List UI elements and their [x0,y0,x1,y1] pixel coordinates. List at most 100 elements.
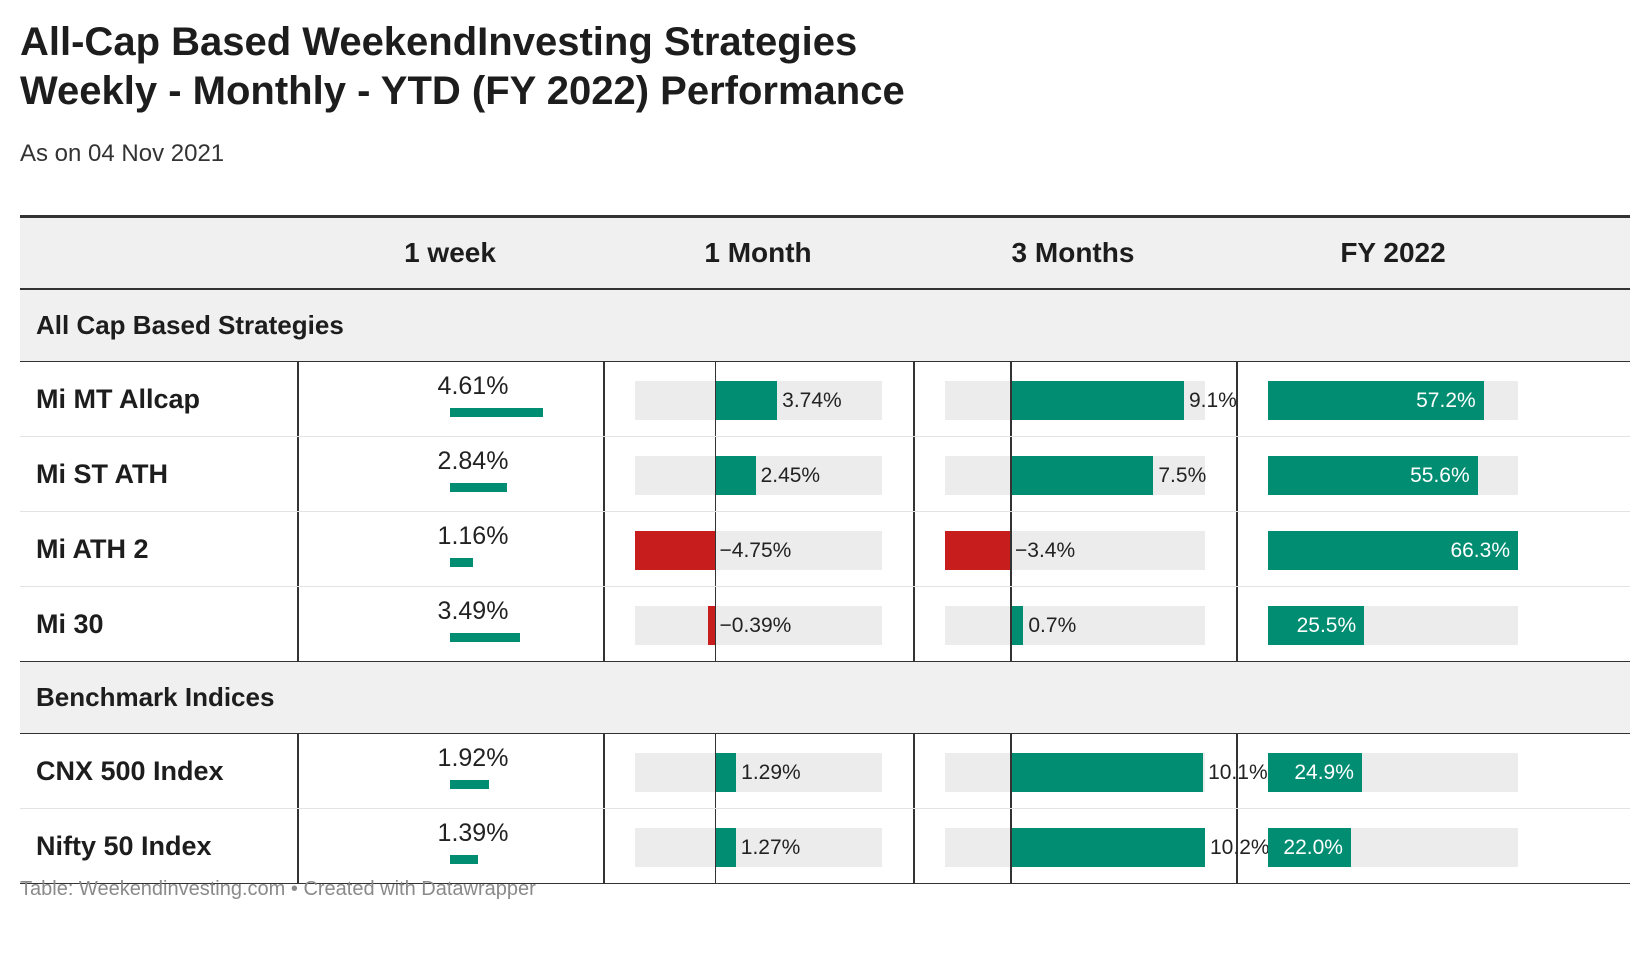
week-value: 1.16% [437,522,509,550]
month-zero-line [714,437,717,511]
row-name: CNX 500 Index [36,756,224,786]
fy-value: 24.9% [1294,761,1354,784]
month-track [635,456,882,495]
month-track [635,606,882,645]
fy-value: 22.0% [1283,836,1343,859]
fy-bar [1268,606,1365,645]
column-divider [297,734,299,808]
three-months-value: 10.2% [1210,836,1270,859]
fy-value: 57.2% [1416,389,1476,412]
column-header-1-month: 1 Month [704,237,812,268]
column-divider [297,362,299,436]
three-months-bar [1010,828,1205,867]
row-name: Mi 30 [36,609,104,639]
column-divider [603,734,605,808]
three-months-zero-line [1010,587,1012,661]
row-name: Mi ATH 2 [36,534,149,564]
table-row: CNX 500 Index 1.92% 1.29% 10.1% 24.9% [20,734,1630,809]
month-bar [714,381,778,420]
column-divider [1236,587,1238,661]
column-header-3-months: 3 Months [1011,237,1135,268]
month-zero-line [714,734,717,808]
month-zero-line [714,512,717,586]
month-bar [714,753,737,792]
table-row: Mi ST ATH 2.84% 2.45% 7.5% 55.6% [20,437,1630,512]
column-divider [297,587,299,661]
subtitle: As on 04 Nov 2021 [20,140,225,167]
three-months-zero-line [1010,809,1012,883]
fy-value: 66.3% [1450,539,1510,562]
month-bar [714,456,756,495]
month-track [635,753,882,792]
table-row: Nifty 50 Index 1.39% 1.27% 10.2% 22.0% [20,809,1630,884]
three-months-track [945,606,1205,645]
week-bar [450,558,474,567]
column-divider [1236,362,1238,436]
column-divider [603,362,605,436]
column-header-fy-2022: FY 2022 [1340,237,1446,268]
month-bar [714,828,736,867]
column-divider [913,512,915,586]
column-divider [1236,512,1238,586]
three-months-bar [1010,381,1184,420]
week-bar [450,633,521,642]
column-divider [1236,437,1238,511]
three-months-value: 0.7% [1028,614,1077,637]
source-footer: Table: Weekendinvesting.com • Created wi… [20,878,536,900]
three-months-value: 9.1% [1188,389,1237,412]
column-divider [603,512,605,586]
column-divider [913,809,915,883]
column-divider [913,587,915,661]
three-months-value: 7.5% [1158,464,1207,487]
fy-bar [1268,456,1478,495]
column-divider [603,809,605,883]
table-row: Mi ATH 2 1.16% −4.75% −3.4% 66.3% [20,512,1630,587]
month-track [635,828,882,867]
column-divider [297,437,299,511]
week-bar [450,408,543,417]
performance-table: 1 week 1 Month 3 Months FY 2022 All Cap … [20,215,1630,884]
group-label: All Cap Based Strategies [36,310,344,340]
three-months-bar [1010,606,1024,645]
fy-bar [1268,381,1484,420]
week-value: 1.92% [437,744,509,772]
month-value: 3.74% [782,389,842,412]
three-months-value: 10.1% [1208,761,1268,784]
three-months-zero-line [1010,437,1012,511]
row-name: Nifty 50 Index [36,831,212,861]
three-months-bar [945,531,1010,570]
table-row: Mi 30 3.49% −0.39% 0.7% 25.5% [20,587,1630,662]
week-value: 2.84% [437,447,509,475]
title-line-1: All-Cap Based WeekendInvesting Strategie… [20,20,858,64]
fy-bar [1268,531,1518,570]
week-value: 4.61% [437,372,509,400]
month-value: 1.29% [741,761,801,784]
column-divider [913,734,915,808]
column-divider [1236,734,1238,808]
column-divider [913,437,915,511]
three-months-zero-line [1010,362,1012,436]
fy-value: 25.5% [1296,614,1357,637]
column-divider [603,587,605,661]
week-bar [450,780,489,789]
fy-bar [1268,828,1351,867]
column-divider [1236,809,1238,883]
week-bar [450,855,479,864]
three-months-zero-line [1010,512,1012,586]
row-name: Mi ST ATH [36,459,168,489]
week-value: 1.39% [437,819,509,847]
month-value: 2.45% [760,464,821,487]
table-header: 1 week 1 Month 3 Months FY 2022 [20,215,1630,290]
column-divider [913,362,915,436]
column-divider [603,437,605,511]
row-name: Mi MT Allcap [36,384,201,414]
month-zero-line [714,809,717,883]
three-months-bar [1010,456,1154,495]
fy-value: 55.6% [1410,464,1470,487]
column-header-1-week: 1 week [404,237,496,268]
month-zero-line [714,587,717,661]
month-zero-line [714,362,717,436]
column-divider [297,809,299,883]
three-months-zero-line [1010,734,1012,808]
month-bar [708,606,715,645]
